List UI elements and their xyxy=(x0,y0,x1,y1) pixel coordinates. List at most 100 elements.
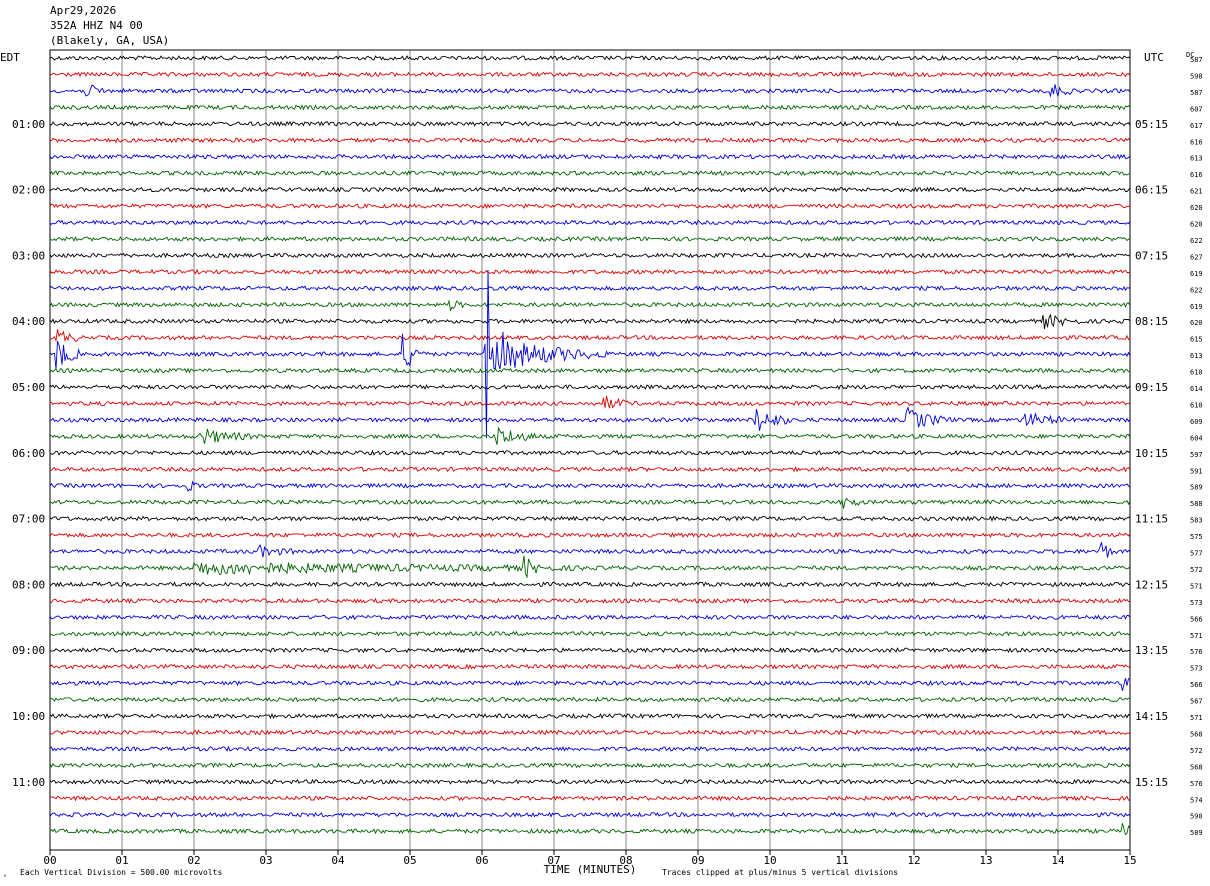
dc-offset-label: 572 xyxy=(1190,747,1203,755)
seismic-trace xyxy=(49,268,1131,275)
dc-offset-label: 589 xyxy=(1190,829,1203,837)
dc-offset-label: 619 xyxy=(1190,270,1203,278)
seismic-trace xyxy=(49,120,1131,127)
seismic-trace xyxy=(49,384,1131,391)
dc-offset-label: 576 xyxy=(1190,780,1203,788)
dc-offset-label: 610 xyxy=(1190,401,1203,409)
seismic-trace xyxy=(49,329,1131,343)
header-location: (Blakely, GA, USA) xyxy=(50,34,170,47)
seismic-trace xyxy=(49,270,1131,439)
dc-offset-label: 617 xyxy=(1190,122,1203,130)
x-tick-label: 00 xyxy=(43,854,56,867)
seismic-trace xyxy=(49,235,1131,243)
seismic-trace xyxy=(49,542,1131,558)
seismic-trace xyxy=(49,745,1131,753)
x-tick-label: 15 xyxy=(1123,854,1136,867)
x-tick-label: 06 xyxy=(475,854,488,867)
left-hour-label: 05:00 xyxy=(12,381,45,394)
dc-offset-label: 597 xyxy=(1190,451,1203,459)
x-tick-label: 02 xyxy=(187,854,200,867)
seismic-trace xyxy=(49,795,1131,802)
seismic-trace xyxy=(49,71,1131,78)
seismic-trace xyxy=(49,696,1131,703)
dc-offset-label: 609 xyxy=(1190,418,1203,426)
seismic-trace xyxy=(49,285,1131,292)
x-tick-label: 03 xyxy=(259,854,272,867)
left-timezone-label: EDT xyxy=(0,51,20,64)
seismic-trace xyxy=(49,555,1131,579)
x-tick-labels: 00 01 02 03 04 05 06 07 08 09 10 11 12 13 14 15 xyxy=(43,850,1137,867)
seismic-trace xyxy=(49,712,1131,720)
left-hour-label: 11:00 xyxy=(12,776,45,789)
dc-offset-label: 571 xyxy=(1190,632,1203,640)
left-hour-label: 09:00 xyxy=(12,644,45,657)
dc-offset-label: 614 xyxy=(1190,385,1203,393)
left-hour-label: 02:00 xyxy=(12,184,45,197)
right-hour-label: 13:15 xyxy=(1135,644,1168,657)
dc-offset-labels: 587 598 587 607 617 616 613 616 621 620 620 622 627 6… xyxy=(1190,56,1203,837)
dc-offset-label: 620 xyxy=(1190,204,1203,212)
seismic-trace xyxy=(49,678,1131,691)
x-axis-title: TIME (MINUTES) xyxy=(544,863,637,876)
right-hour-label: 06:15 xyxy=(1135,184,1168,197)
dc-offset-label: 613 xyxy=(1190,155,1203,163)
seismic-trace xyxy=(49,252,1131,259)
seismic-trace xyxy=(49,137,1131,144)
dc-offset-label: 567 xyxy=(1190,698,1203,706)
seismic-trace xyxy=(49,153,1131,160)
dc-offset-label: 568 xyxy=(1190,763,1203,771)
x-tick-label: 13 xyxy=(979,854,992,867)
x-tick-label: 07 xyxy=(547,854,560,867)
seismic-trace xyxy=(49,778,1131,785)
header-date: Apr29,2026 xyxy=(50,4,117,17)
dc-offset-label: 598 xyxy=(1190,72,1203,80)
seismic-trace xyxy=(49,729,1131,736)
left-hour-label: 07:00 xyxy=(12,513,45,526)
right-hour-labels: 05:15 06:15 07:15 08:15 09:15 10:15 11:15 12:15… xyxy=(1135,118,1168,789)
dc-offset-label: 576 xyxy=(1190,648,1203,656)
seismic-trace xyxy=(49,104,1131,111)
trace-group xyxy=(49,54,1131,836)
left-hour-label: 06:00 xyxy=(12,447,45,460)
dc-offset-label: 607 xyxy=(1190,105,1203,113)
seismic-trace xyxy=(49,811,1131,818)
dc-offset-label: 616 xyxy=(1190,138,1203,146)
dc-offset-label: 621 xyxy=(1190,188,1203,196)
right-hour-label: 09:15 xyxy=(1135,381,1168,394)
dc-offset-label: 587 xyxy=(1190,89,1203,97)
dc-header-label: DC xyxy=(1186,51,1194,59)
dc-offset-label: 616 xyxy=(1190,171,1203,179)
right-hour-label: 07:15 xyxy=(1135,249,1168,262)
dc-offset-label: 613 xyxy=(1190,352,1203,360)
seismic-trace xyxy=(49,497,1131,509)
seismic-trace xyxy=(49,395,1131,409)
seismic-trace xyxy=(49,299,1131,312)
seismic-trace xyxy=(49,367,1131,374)
seismic-trace xyxy=(49,426,1131,445)
clip-note: Traces clipped at plus/minus 5 vertical … xyxy=(662,868,898,877)
seismic-trace xyxy=(49,84,1131,98)
grid xyxy=(49,49,1131,851)
seismic-trace xyxy=(49,663,1131,670)
dc-offset-label: 587 xyxy=(1190,56,1203,64)
seismic-trace xyxy=(49,532,1131,538)
left-hour-label: 08:00 xyxy=(12,578,45,591)
seismic-trace xyxy=(49,581,1130,588)
dc-offset-label: 573 xyxy=(1190,599,1203,607)
dc-offset-label: 588 xyxy=(1190,500,1203,508)
seismic-trace xyxy=(49,762,1131,769)
scale-marker-glyph: ᵥ xyxy=(3,871,7,879)
left-hour-label: 04:00 xyxy=(12,315,45,328)
dc-offset-label: 575 xyxy=(1190,533,1203,541)
seismic-trace xyxy=(49,54,1131,61)
seismic-trace xyxy=(49,480,1131,492)
dc-offset-label: 583 xyxy=(1190,517,1203,525)
x-tick-label: 01 xyxy=(115,854,128,867)
seismic-trace xyxy=(49,647,1131,654)
dc-offset-label: 589 xyxy=(1190,484,1203,492)
dc-offset-label: 571 xyxy=(1190,714,1203,722)
left-hour-label: 10:00 xyxy=(12,710,45,723)
seismic-trace xyxy=(49,170,1131,177)
dc-offset-label: 620 xyxy=(1190,319,1203,327)
dc-offset-label: 574 xyxy=(1190,796,1203,804)
